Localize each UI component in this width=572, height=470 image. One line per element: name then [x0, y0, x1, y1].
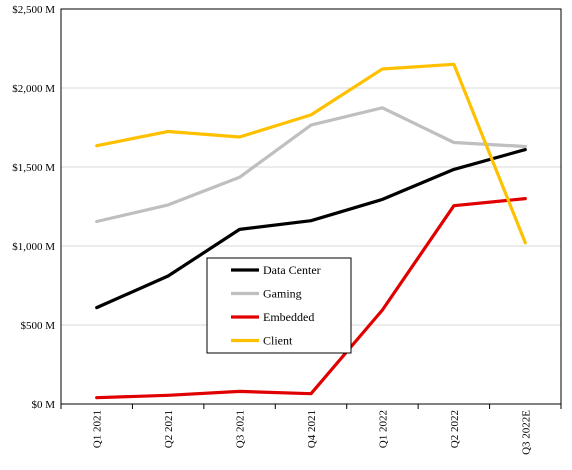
y-tick-label: $2,500 M	[12, 4, 55, 16]
series-lines	[95, 62, 527, 400]
legend-label: Data Center	[263, 263, 321, 277]
x-tick-label: Q2 2021	[163, 410, 175, 448]
x-tick-label: Q2 2022	[449, 410, 461, 448]
x-axis-ticks: Q1 2021 Q2 2021 Q3 2021 Q4 2021 Q1 2022 Q2 20…	[60, 404, 562, 455]
y-tick-label: $500 M	[20, 320, 55, 332]
x-tick-label: Q3 2021	[235, 410, 247, 448]
x-tick-label: Q3 2022E	[520, 410, 532, 455]
legend-label: Embedded	[263, 310, 314, 324]
y-tick-label: $0 M	[31, 399, 55, 411]
axes	[60, 8, 562, 405]
x-tick-label: Q1 2021	[92, 410, 104, 448]
y-axis-ticks: $0 M $500 M $1,000 M $1,500 M $2,000 M $2,500…	[12, 4, 55, 411]
legend-label: Gaming	[263, 287, 302, 301]
legend-box	[206, 257, 352, 354]
x-tick-label: Q1 2022	[377, 410, 389, 448]
y-tick-label: $2,000 M	[12, 83, 55, 95]
y-tick-label: $1,500 M	[12, 162, 55, 174]
series-line-gaming	[95, 106, 527, 224]
legend: Data Center Gaming Embedded Client	[206, 257, 352, 354]
x-tick-label: Q4 2021	[306, 410, 318, 448]
plot-frame	[60, 8, 562, 405]
series-line-data-center	[95, 148, 527, 310]
series-line-embedded	[95, 197, 527, 400]
y-tick-label: $1,000 M	[12, 241, 55, 253]
series-line-client	[95, 62, 527, 245]
legend-label: Client	[263, 334, 293, 348]
